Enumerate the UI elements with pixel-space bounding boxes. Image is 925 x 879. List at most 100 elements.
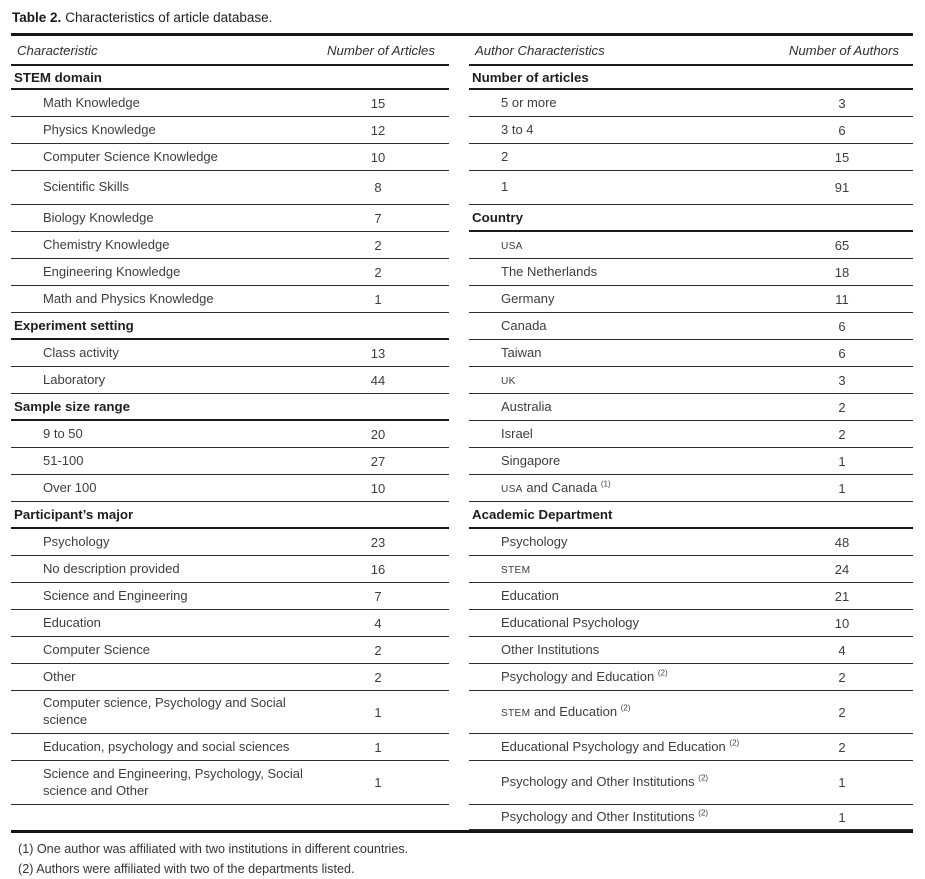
row-value: 65 xyxy=(834,237,850,253)
row-label: Computer Science xyxy=(43,641,150,657)
row-label: Educational Psychology xyxy=(501,614,640,630)
row-label: UK xyxy=(501,375,516,387)
table-row: Other 2 xyxy=(11,664,449,691)
row-label: No description provided xyxy=(43,560,180,576)
row-label: Australia xyxy=(501,398,552,414)
articles-table-header-row: Characteristic Number of Articles xyxy=(11,36,449,66)
footnote-marker: (1) xyxy=(600,479,611,489)
table-row: Psychology and Other Institutions (2) 1 xyxy=(469,805,913,830)
row-value: 2 xyxy=(838,739,846,755)
row-label: STEM and Education (2) xyxy=(501,703,631,719)
table-caption-label: Table 2. xyxy=(12,10,62,25)
section-header-label: Experiment setting xyxy=(14,318,134,333)
column-header-number-of-authors: Number of Authors xyxy=(788,42,899,58)
authors-table-body: Number of articles 5 or more 3 3 to 4 6 2 15 1 9… xyxy=(469,66,913,830)
table-row: No description provided 16 xyxy=(11,556,449,583)
table-row: USA 65 xyxy=(469,232,913,259)
footnote-marker: (2) xyxy=(729,738,740,748)
row-value: 8 xyxy=(374,180,382,195)
row-label: Laboratory xyxy=(43,371,106,387)
row-value: 7 xyxy=(374,210,382,226)
row-label: 9 to 50 xyxy=(43,425,83,441)
table-row: 2 15 xyxy=(469,144,913,171)
row-value: 2 xyxy=(838,704,846,720)
table-row: Psychology and Education (2) 2 xyxy=(469,664,913,691)
row-value: 91 xyxy=(834,180,850,195)
table-row: Scientific Skills 8 xyxy=(11,171,449,205)
column-header-number-of-articles: Number of Articles xyxy=(327,42,435,58)
table-row: Taiwan 6 xyxy=(469,340,913,367)
section-header-row: STEM domain xyxy=(11,66,449,90)
table-row: 5 or more 3 xyxy=(469,90,913,117)
table-row: Engineering Knowledge 2 xyxy=(11,259,449,286)
table-row: 1 91 xyxy=(469,171,913,205)
row-label: Computer Science Knowledge xyxy=(43,148,218,164)
table-caption-text: Characteristics of article database. xyxy=(65,10,273,25)
row-label: Taiwan xyxy=(501,344,542,360)
section-header-row: Country xyxy=(469,205,913,232)
table-row: Education 4 xyxy=(11,610,449,637)
table-row: Other Institutions 4 xyxy=(469,637,913,664)
table-caption: Table 2. Characteristics of article datab… xyxy=(12,10,914,25)
row-value: 13 xyxy=(370,345,386,361)
row-label: 1 xyxy=(501,179,509,195)
row-label: Canada xyxy=(501,317,547,333)
section-header-row: Academic Department xyxy=(469,502,913,529)
column-header-characteristic: Characteristic xyxy=(17,42,98,58)
table-row: Psychology and Other Institutions (2) 1 xyxy=(469,761,913,805)
table-row: Canada 6 xyxy=(469,313,913,340)
row-value: 18 xyxy=(834,264,850,280)
row-value: 20 xyxy=(370,426,386,442)
row-label: Psychology xyxy=(43,533,110,549)
row-value: 2 xyxy=(374,669,382,685)
table-row: UK 3 xyxy=(469,367,913,394)
row-value: 2 xyxy=(374,237,382,253)
section-header-label: Country xyxy=(472,210,523,225)
row-label: 51-100 xyxy=(43,452,84,468)
section-header-label: Academic Department xyxy=(472,507,613,522)
table-row: 3 to 4 6 xyxy=(469,117,913,144)
row-label: Math and Physics Knowledge xyxy=(43,290,214,306)
row-value: 2 xyxy=(838,399,846,415)
row-value: 48 xyxy=(834,534,850,550)
footnote-marker: (2) xyxy=(620,703,631,713)
row-value: 1 xyxy=(374,291,382,307)
row-value: 6 xyxy=(838,122,846,138)
table-row: The Netherlands 18 xyxy=(469,259,913,286)
row-label: 3 to 4 xyxy=(501,121,534,137)
row-label: Educational Psychology and Education (2) xyxy=(501,738,740,754)
row-label: Engineering Knowledge xyxy=(43,263,181,279)
table-row: Math Knowledge 15 xyxy=(11,90,449,117)
row-value: 7 xyxy=(374,588,382,604)
row-value: 2 xyxy=(838,669,846,685)
table-row: Class activity 13 xyxy=(11,340,449,367)
row-value: 15 xyxy=(834,149,850,165)
row-label: USA and Canada (1) xyxy=(501,479,611,495)
row-value: 21 xyxy=(834,588,850,604)
row-value: 3 xyxy=(838,95,846,111)
row-label: Germany xyxy=(501,290,555,306)
row-label: Chemistry Knowledge xyxy=(43,236,170,252)
row-label: 2 xyxy=(501,148,509,164)
row-label: Psychology and Other Institutions (2) xyxy=(501,808,709,824)
row-value: 4 xyxy=(374,615,382,631)
row-value: 1 xyxy=(838,453,846,469)
table-row: Singapore 1 xyxy=(469,448,913,475)
table-row: Over 100 10 xyxy=(11,475,449,502)
row-value: 44 xyxy=(370,372,386,388)
row-value: 12 xyxy=(370,122,386,138)
row-value: 10 xyxy=(370,480,386,496)
footnote-1: (1) One author was affiliated with two i… xyxy=(18,842,409,856)
table-row: Computer Science 2 xyxy=(11,637,449,664)
row-value: 1 xyxy=(838,775,846,790)
row-value: 4 xyxy=(838,642,846,658)
row-label: Education, psychology and social science… xyxy=(43,738,290,754)
row-value: 23 xyxy=(370,534,386,550)
table-row: Science and Engineering, Psychology, Soc… xyxy=(11,761,449,805)
table-row: Science and Engineering 7 xyxy=(11,583,449,610)
table-row: Education, psychology and social science… xyxy=(11,734,449,761)
row-label: Psychology xyxy=(501,533,568,549)
row-value: 2 xyxy=(374,642,382,658)
row-value: 10 xyxy=(370,149,386,165)
